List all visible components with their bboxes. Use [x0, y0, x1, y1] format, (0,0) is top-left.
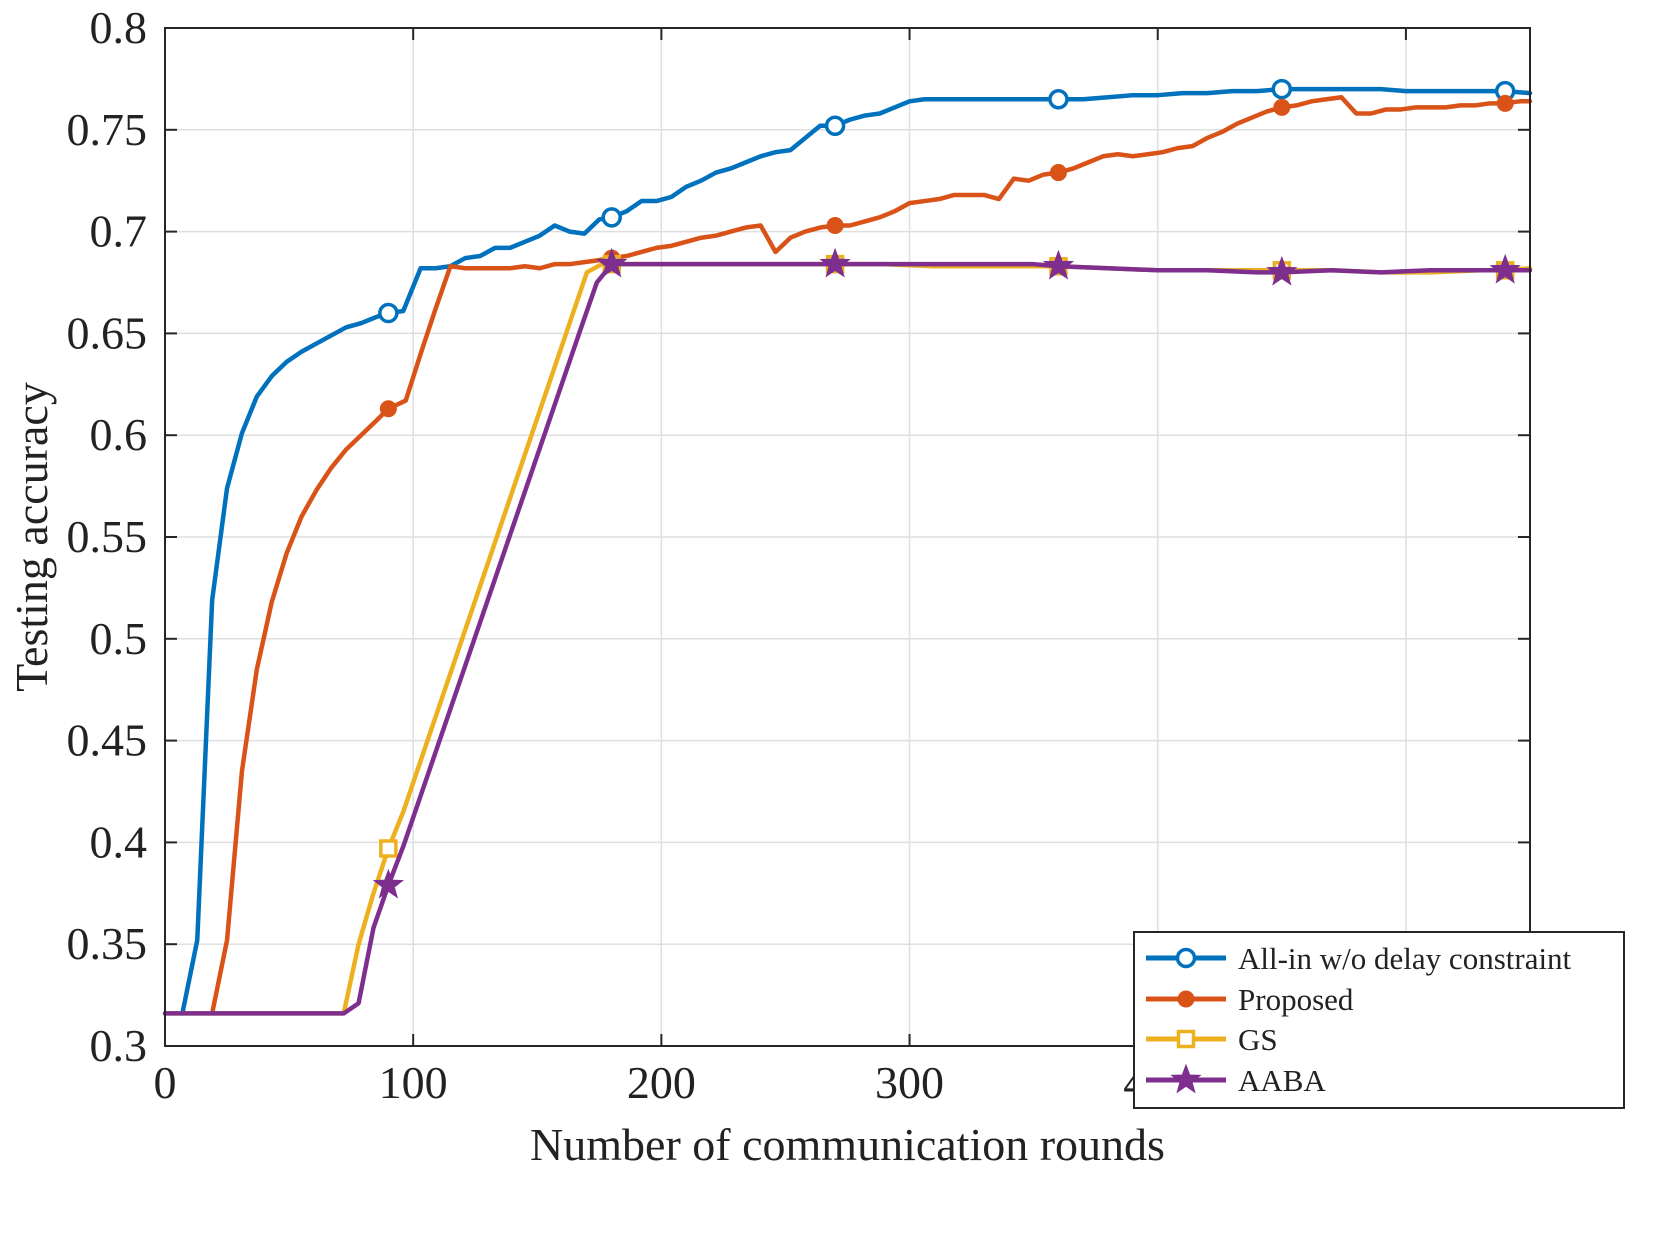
y-tick-label: 0.45: [67, 715, 148, 766]
data-point-proposed: [1496, 94, 1514, 112]
y-tick-label: 0.65: [67, 307, 148, 358]
series-proposed: [209, 94, 1533, 1016]
data-point-all-in-w-o-delay-constraint: [601, 207, 622, 228]
grid-lines: [165, 28, 1530, 1046]
y-tick-label: 0.35: [67, 918, 148, 969]
series-line-aaba: [162, 261, 1533, 1016]
series-line-proposed: [209, 94, 1533, 1016]
y-tick-label: 0.8: [90, 2, 148, 53]
data-point-all-in-w-o-delay-constraint: [1271, 78, 1293, 100]
y-tick-label: 0.3: [90, 1020, 148, 1071]
legend-marker-gs: [1176, 1029, 1196, 1049]
y-tick-label: 0.6: [90, 409, 148, 460]
data-point-aaba: [1266, 255, 1298, 286]
y-axis-title: Testing accuracy: [6, 382, 57, 692]
series-line-all-in-w-o-delay-constraint: [180, 86, 1533, 1016]
data-point-aaba: [596, 247, 628, 278]
series-aaba: [162, 247, 1533, 1016]
legend-entry-proposed: Proposed: [1146, 982, 1354, 1017]
data-point-aaba: [1489, 253, 1521, 284]
x-axis-title: Number of communication rounds: [530, 1119, 1165, 1170]
x-tick-label: 200: [627, 1057, 696, 1108]
legend: All-in w/o delay constraint Proposed GS …: [1133, 931, 1625, 1109]
legend-entry-aaba: AABA: [1146, 1063, 1326, 1098]
data-point-proposed: [1273, 98, 1291, 116]
legend-entry-gs: GS: [1146, 1022, 1278, 1057]
y-tick-label: 0.55: [67, 511, 148, 562]
y-tick-label: 0.4: [90, 816, 148, 867]
legend-entry-all-in: All-in w/o delay constraint: [1146, 941, 1572, 976]
data-point-proposed: [826, 216, 844, 234]
data-point-all-in-w-o-delay-constraint: [824, 115, 846, 136]
data-point-proposed: [379, 400, 397, 418]
legend-label-all-in: All-in w/o delay constraint: [1238, 941, 1572, 976]
legend-label-aaba: AABA: [1238, 1063, 1326, 1098]
data-point-aaba: [819, 247, 851, 278]
data-point-aaba: [372, 868, 405, 899]
series-group: [162, 78, 1533, 1016]
data-point-aaba: [1042, 249, 1075, 280]
x-tick-label: 0: [154, 1057, 177, 1108]
legend-marker-proposed: [1177, 990, 1195, 1008]
data-point-all-in-w-o-delay-constraint: [378, 302, 399, 324]
y-tick-label: 0.5: [90, 613, 148, 664]
y-tick-label: 0.75: [67, 104, 148, 155]
x-tick-label: 300: [875, 1057, 944, 1108]
x-tick-label: 100: [379, 1057, 448, 1108]
series-all-in-w-o-delay-constraint: [180, 78, 1533, 1016]
legend-marker-aaba: [1170, 1063, 1202, 1094]
data-point-all-in-w-o-delay-constraint: [1048, 89, 1069, 110]
legend-marker-all-in-w-o-delay-constraint: [1175, 947, 1197, 969]
y-tick-label: 0.7: [90, 206, 148, 257]
data-point-proposed: [1049, 164, 1067, 182]
legend-label-gs: GS: [1238, 1022, 1278, 1057]
axis-ticks: 01002003004005000.30.350.40.450.50.550.6…: [67, 2, 1530, 1108]
data-point-gs: [379, 839, 398, 858]
legend-label-proposed: Proposed: [1238, 982, 1354, 1017]
